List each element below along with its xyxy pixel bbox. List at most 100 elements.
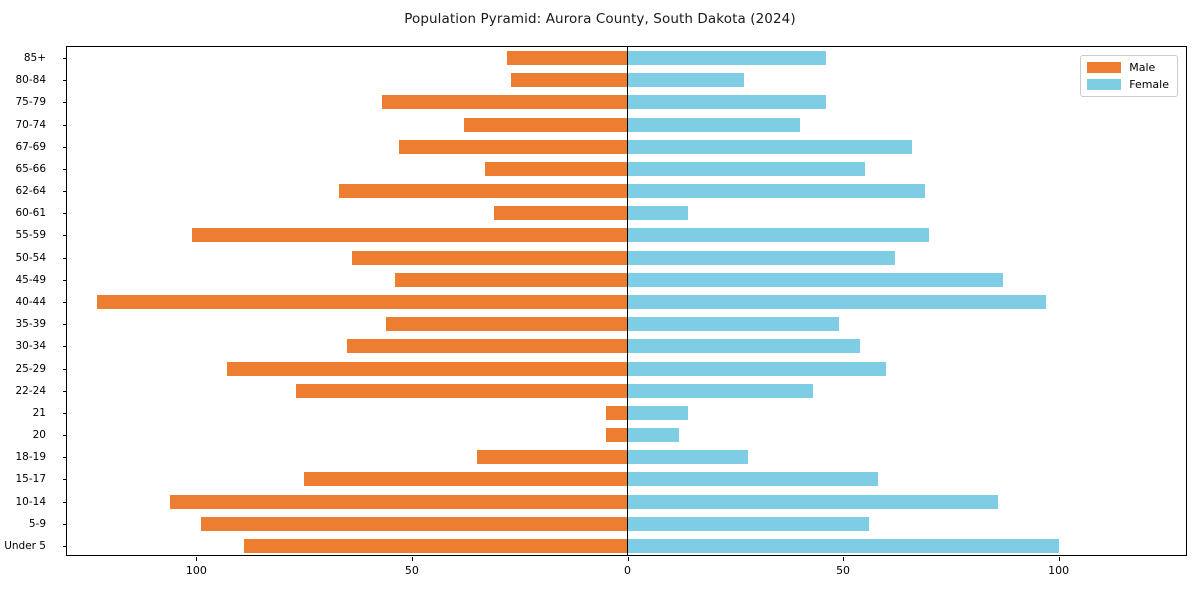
y-tick-mark <box>63 390 67 392</box>
bar-female-65-66 <box>627 161 865 176</box>
y-tick-label-30-34: 30-34 <box>15 340 46 353</box>
y-tick-mark <box>63 58 67 60</box>
bar-female-5-9 <box>627 516 869 531</box>
legend-label-female: Female <box>1129 78 1169 91</box>
chart-title: Population Pyramid: Aurora County, South… <box>404 11 796 27</box>
y-tick-label-85-: 85+ <box>23 52 46 65</box>
y-tick-label-62-64: 62-64 <box>15 185 46 198</box>
y-tick-mark <box>63 501 67 503</box>
plot-area: Under 5 5-9 10-14 15-17 18-19 20 21 22-24 25-29 3… <box>4 46 1187 577</box>
bar-male-25-29 <box>226 361 628 376</box>
y-tick-label-15-17: 15-17 <box>15 473 46 486</box>
x-tick-mark <box>411 557 413 561</box>
bar-male-60-61 <box>493 206 628 221</box>
y-tick-mark <box>63 545 67 547</box>
x-tick-label-50-3: 50 <box>836 564 851 577</box>
bar-female-75-79 <box>627 95 826 110</box>
y-tick-label-45-49: 45-49 <box>15 273 46 286</box>
y-tick-label-40-44: 40-44 <box>15 296 46 308</box>
x-tick-label-100-0: 100 <box>185 564 207 577</box>
bar-female-18-19 <box>627 450 749 465</box>
y-tick-mark <box>63 213 67 215</box>
x-tick-mark <box>627 557 629 561</box>
bar-female-50-54 <box>627 250 895 265</box>
y-tick-mark <box>63 435 67 437</box>
y-tick-mark <box>63 102 67 104</box>
bar-male-under-5 <box>243 538 628 553</box>
bar-female-21 <box>627 405 688 420</box>
legend-item-female: Female <box>1087 78 1169 91</box>
bar-female-40-44 <box>627 295 1046 309</box>
y-tick-mark <box>63 191 67 193</box>
y-tick-mark <box>63 412 67 414</box>
bar-male-85- <box>506 51 628 66</box>
y-tick-mark <box>63 146 67 148</box>
bar-male-40-44 <box>97 295 628 309</box>
bar-female-22-24 <box>627 383 813 398</box>
y-tick-label-75-79: 75-79 <box>15 96 46 109</box>
y-tick-label-18-19: 18-19 <box>15 451 46 464</box>
bar-male-50-54 <box>351 250 628 265</box>
y-tick-label-10-14: 10-14 <box>15 495 46 508</box>
bars-container <box>67 47 1186 555</box>
y-tick-label-5-9: 5-9 <box>28 517 46 530</box>
bar-female-62-64 <box>627 184 925 199</box>
bar-female-10-14 <box>627 494 999 509</box>
bar-male-65-66 <box>485 161 628 176</box>
bar-male-22-24 <box>295 383 628 398</box>
y-tick-mark <box>63 257 67 259</box>
bar-female-60-61 <box>627 206 688 221</box>
bar-female-45-49 <box>627 272 1003 287</box>
bar-male-55-59 <box>192 228 628 243</box>
bar-male-80-84 <box>511 73 628 88</box>
bar-male-70-74 <box>463 117 628 132</box>
x-tick-label-0-2: 0 <box>624 564 631 577</box>
y-tick-mark <box>63 324 67 326</box>
y-tick-label-65-66: 65-66 <box>15 162 46 175</box>
y-tick-label-80-84: 80-84 <box>15 74 46 87</box>
bar-female-67-69 <box>627 139 913 154</box>
bar-male-5-9 <box>200 516 628 531</box>
y-tick-label-67-69: 67-69 <box>15 140 46 153</box>
bar-male-20 <box>605 428 628 443</box>
zero-axis-line <box>626 47 629 555</box>
bar-male-62-64 <box>338 184 628 199</box>
y-tick-mark <box>63 457 67 459</box>
bar-male-21 <box>605 405 628 420</box>
y-tick-mark <box>63 523 67 525</box>
x-tick-label-100-4: 100 <box>1048 564 1070 577</box>
x-tick-mark <box>843 557 845 561</box>
y-tick-label-under-5: Under 5 <box>4 539 46 552</box>
bar-female-80-84 <box>627 73 744 88</box>
y-tick-mark <box>63 279 67 281</box>
bar-male-67-69 <box>398 139 628 154</box>
y-tick-mark <box>63 479 67 481</box>
bar-male-15-17 <box>304 472 628 487</box>
y-tick-mark <box>63 80 67 82</box>
y-tick-label-21: 21 <box>32 406 46 419</box>
bar-male-30-34 <box>347 339 628 354</box>
bar-male-45-49 <box>394 272 628 287</box>
legend-item-male: Male <box>1087 61 1169 74</box>
x-tick-mark <box>1058 557 1060 561</box>
y-tick-mark <box>63 235 67 237</box>
y-tick-label-25-29: 25-29 <box>15 362 46 375</box>
y-tick-label-20: 20 <box>32 429 46 442</box>
bar-female-15-17 <box>627 472 878 487</box>
bar-female-55-59 <box>627 228 930 243</box>
bar-female-85- <box>627 51 826 66</box>
x-tick-mark <box>196 557 198 561</box>
legend-swatch-male <box>1087 62 1122 73</box>
bar-male-75-79 <box>381 95 628 110</box>
y-tick-mark <box>63 346 67 348</box>
y-tick-label-60-61: 60-61 <box>15 207 46 220</box>
bar-male-35-39 <box>386 317 628 332</box>
bar-female-20 <box>627 428 680 443</box>
y-tick-mark <box>63 124 67 126</box>
y-tick-mark <box>63 302 67 303</box>
legend-swatch-female <box>1087 79 1122 90</box>
bar-female-30-34 <box>627 339 861 354</box>
y-tick-mark <box>63 168 67 170</box>
chart-legend: Male Female <box>1080 55 1178 97</box>
